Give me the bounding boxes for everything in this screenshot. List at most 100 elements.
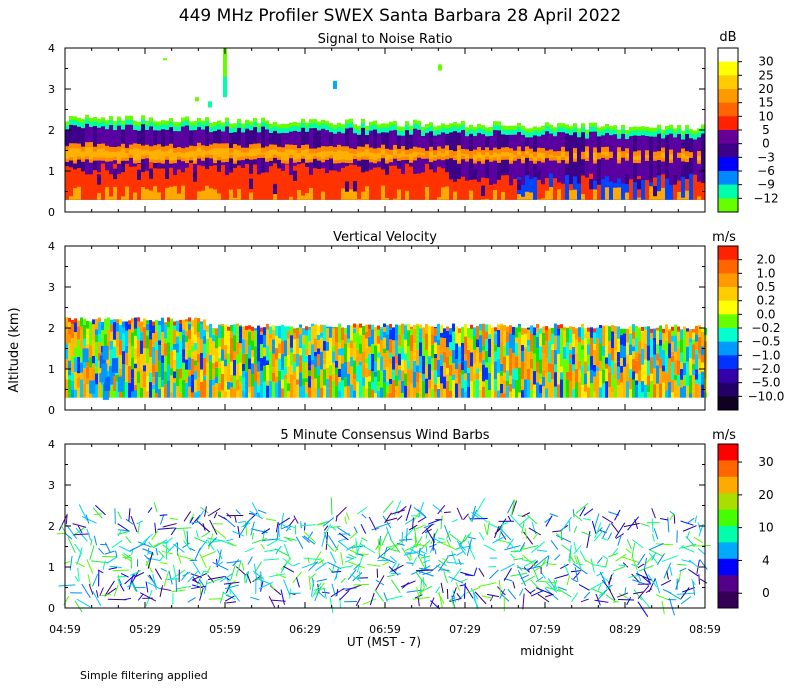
wind-barb [299,524,316,527]
vv-cell [83,383,86,398]
snr-cell [497,179,501,200]
vv-cell [314,351,317,357]
snr-cell [293,130,297,200]
vv-cell [542,345,545,354]
vv-cell [308,370,311,377]
vv-cell [437,329,440,340]
wind-barb [661,600,665,615]
wind-barb [396,515,403,521]
colorbar-swatch [718,259,738,274]
snr-cell [641,135,645,200]
wind-barb [228,587,241,602]
vv-cell [677,340,680,348]
wind-barb [643,557,648,570]
vv-cell [344,361,347,377]
snr-cell [681,139,685,200]
vv-cell [518,375,521,393]
vv-cell [362,385,365,394]
vv-cell [173,329,176,344]
vv-cell [104,376,111,391]
wind-barb [437,537,445,540]
snr-cell [129,166,133,200]
wind-barb [525,565,543,571]
wind-barb [546,555,550,567]
vv-cell [485,379,488,398]
wind-barb [317,559,325,565]
vv-cell [551,379,554,398]
wind-barb [125,518,134,525]
snr-cell [233,167,237,200]
wind-barb [104,542,111,553]
vv-cell [329,388,332,398]
vv-cell [371,389,374,398]
wind-barb [144,554,151,561]
wind-barb [466,586,481,594]
colorbar-swatch [718,328,738,343]
wind-barb [486,520,490,535]
snr-cell [217,193,221,200]
snr-cell [341,151,345,160]
snr-cell [77,126,81,200]
wind-barb [120,573,129,578]
snr-cell [609,181,613,200]
vv-cell [539,346,542,360]
vv-cell [698,373,701,385]
vv-cell [488,338,491,358]
vv-cell [131,369,134,379]
wind-barb [204,506,207,517]
wind-barb [528,527,541,536]
vv-cell [536,372,539,383]
colorbar-label: −5.0 [751,376,780,390]
vv-cell [287,366,290,384]
vv-cell [650,328,653,339]
wind-barb [202,523,206,531]
snr-cell [133,166,137,200]
vv-cell [686,346,689,362]
vv-cell [458,346,461,364]
vv-cell [233,388,236,398]
vv-cell [533,335,536,354]
snr-cell [393,130,397,200]
snr-cell [545,190,549,200]
vv-cell [527,345,530,353]
wind-barb [160,567,167,572]
wind-barb [162,523,177,528]
vv-cell [551,344,554,350]
snr-cell [685,179,689,200]
vv-cell [194,371,197,380]
wind-barb [289,525,297,529]
vv-cell [134,317,137,329]
vv-cell [179,378,182,393]
vv-cell [95,318,98,330]
wind-barb [415,572,428,587]
vv-cell [401,393,404,398]
wind-barb [563,564,570,575]
wind-barb [125,536,132,544]
vv-cell [380,356,383,371]
vv-cell [302,344,305,363]
vv-cell [566,342,569,360]
snr-cell [437,166,441,200]
vv-cell [488,362,491,374]
vv-cell [650,380,653,398]
wind-barb [422,571,431,576]
vv-cell [326,378,329,389]
vv-cell [281,370,284,380]
wind-barb [357,506,368,515]
wind-barb [58,515,68,531]
vv-cell [179,319,182,324]
vv-cell [65,333,68,344]
vv-cell [458,332,461,347]
vv-cell [161,331,164,344]
wind-barb [574,555,578,564]
snr-cell [521,134,525,200]
wind-barb [640,522,650,527]
wind-barb [206,537,225,542]
vv-cell [95,373,98,385]
wind-barb [697,522,702,533]
vv-cell [308,376,311,388]
snr-cell [201,129,205,200]
vv-cell [629,333,632,345]
wind-barb [488,565,497,568]
